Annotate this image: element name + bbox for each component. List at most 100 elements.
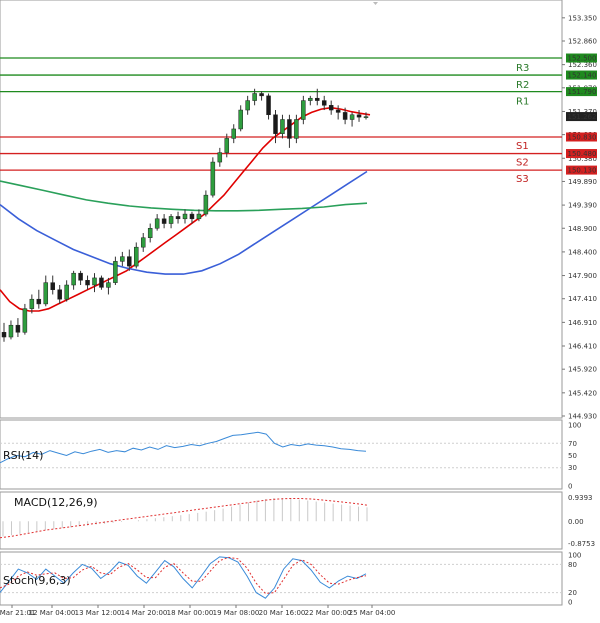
x-tick-label: 14 Mar 20:00 [121, 609, 168, 617]
candle [335, 109, 341, 113]
candle [120, 256, 125, 262]
level-badge-label: 150.830 [568, 133, 597, 141]
level-name-r3: R3 [516, 63, 529, 74]
current-price-label: 151.262 [568, 113, 597, 121]
macd-tick-label: -0.8753 [568, 540, 595, 548]
ma-line [0, 180, 368, 212]
level-name-s1: S1 [516, 141, 529, 152]
candle [252, 93, 257, 101]
price-tick-label: 147.410 [568, 295, 597, 303]
candle [308, 97, 313, 101]
price-tick-label: 145.920 [568, 366, 597, 374]
candle [134, 246, 139, 267]
stoch-tick-label: 20 [568, 589, 577, 597]
candle [328, 105, 334, 111]
candle [287, 119, 292, 139]
candle [356, 114, 362, 118]
candle [273, 114, 278, 134]
macd-signal-line [0, 498, 368, 539]
candle [15, 324, 21, 333]
level-name-r1: R1 [516, 97, 529, 108]
scroll-handle-icon[interactable] [373, 2, 378, 5]
stoch-title: Stoch(9,6,3) [3, 574, 71, 587]
level-badge-r1 [566, 87, 597, 97]
level-name-s2: S2 [516, 158, 529, 169]
candle [154, 218, 160, 229]
level-badge-label: 150.130 [568, 167, 597, 175]
stoch-line [0, 556, 367, 595]
level-badge-s1 [566, 132, 597, 142]
candle [321, 100, 327, 106]
rsi-tick-label: 50 [568, 452, 577, 460]
candle [29, 298, 35, 309]
candle [203, 194, 209, 215]
macd-tick-label: 0.9393 [568, 494, 593, 502]
candle [85, 280, 90, 286]
candle [1, 332, 7, 338]
candle [363, 116, 369, 118]
candle [71, 272, 76, 286]
candle [8, 324, 14, 338]
candle [189, 213, 195, 220]
x-tick-label: 20 Mar 16:00 [259, 609, 306, 617]
price-tick-label: 144.930 [568, 413, 597, 421]
stoch-tick-label: 0 [568, 599, 572, 607]
candle [231, 128, 236, 139]
candle [196, 213, 202, 220]
level-badge-label: 151.790 [568, 88, 597, 96]
candle [168, 216, 174, 224]
candle [43, 282, 49, 305]
candle [349, 114, 355, 120]
candle [140, 237, 146, 248]
price-tick-label: 148.900 [568, 225, 597, 233]
candle [161, 218, 167, 224]
price-tick-label: 153.350 [568, 14, 597, 22]
price-tick-label: 148.400 [568, 248, 597, 256]
price-tick-label: 152.860 [568, 37, 597, 45]
macd-title: MACD(12,26,9) [14, 496, 98, 509]
stoch-tick-label: 100 [568, 552, 581, 560]
rsi-title: RSI(14) [3, 449, 43, 462]
level-badge-label: 150.480 [568, 150, 597, 158]
level-badge-label: 152.140 [568, 72, 597, 80]
x-tick-label: 11 Mar 21:01 [0, 609, 35, 617]
candle [182, 213, 188, 220]
x-tick-label: 13 Mar 12:00 [75, 609, 122, 617]
macd-tick-label: 0.00 [568, 518, 584, 526]
rsi-tick-label: 30 [568, 464, 577, 472]
level-name-s3: S3 [516, 174, 529, 185]
x-tick-label: 18 Mar 00:00 [167, 609, 214, 617]
price-tick-label: 147.900 [568, 272, 597, 280]
level-name-r2: R2 [516, 80, 529, 91]
candle [238, 109, 243, 130]
candle [266, 95, 271, 116]
macd-panel [0, 491, 563, 550]
candle [36, 298, 42, 305]
candle [57, 289, 62, 300]
candle [245, 100, 250, 111]
candle [301, 100, 306, 120]
candle [217, 152, 223, 163]
rsi-line [0, 431, 367, 464]
candle [22, 308, 28, 333]
candle [315, 97, 320, 101]
price-tick-label: 146.410 [568, 343, 597, 351]
price-tick-label: 151.370 [568, 108, 597, 116]
rsi-panel [0, 419, 563, 490]
candle [294, 119, 299, 139]
price-tick-label: 149.390 [568, 202, 597, 210]
candle [106, 282, 111, 288]
price-tick-label: 149.890 [568, 178, 597, 186]
candle [224, 138, 230, 153]
candle [259, 93, 264, 97]
x-tick-label: 22 Mar 00:00 [305, 609, 352, 617]
rsi-tick-label: 0 [568, 483, 572, 491]
candle [175, 216, 181, 220]
ma-line [0, 170, 368, 275]
stoch-tick-label: 80 [568, 561, 577, 569]
x-tick-label: 25 Mar 04:00 [349, 609, 396, 617]
level-badge-s2 [566, 149, 597, 159]
candle [50, 282, 55, 290]
current-price-badge [566, 112, 597, 122]
